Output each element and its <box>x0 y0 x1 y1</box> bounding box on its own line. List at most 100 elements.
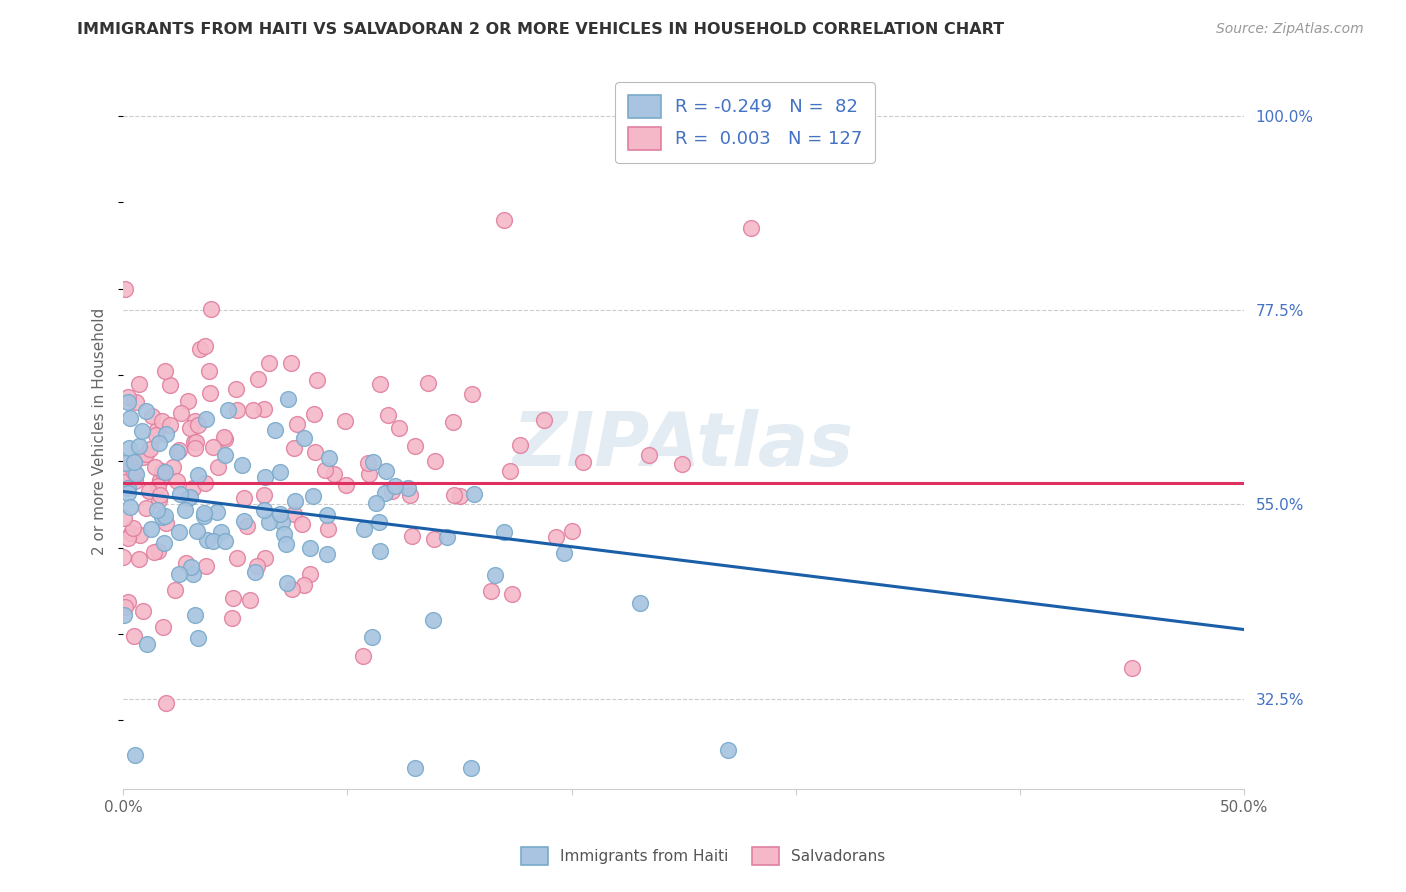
Point <box>120 458 142 472</box>
Point <box>179 490 201 504</box>
Point <box>214 430 236 444</box>
Legend: Immigrants from Haiti, Salvadorans: Immigrants from Haiti, Salvadorans <box>515 841 891 871</box>
Point <box>301 489 323 503</box>
Point <box>112 511 135 525</box>
Point <box>148 436 170 450</box>
Point <box>253 402 276 417</box>
Point <box>174 503 197 517</box>
Point <box>124 475 146 489</box>
Point <box>112 607 135 622</box>
Point <box>146 423 169 437</box>
Point <box>120 525 142 540</box>
Point <box>374 486 396 500</box>
Point <box>155 516 177 531</box>
Point <box>499 464 522 478</box>
Point <box>148 479 170 493</box>
Point <box>183 435 205 450</box>
Point <box>225 402 247 417</box>
Point <box>274 537 297 551</box>
Point <box>399 488 422 502</box>
Point <box>357 456 380 470</box>
Point <box>494 212 516 227</box>
Point <box>128 376 150 391</box>
Point <box>335 414 357 428</box>
Point <box>318 451 340 466</box>
Point <box>292 578 315 592</box>
Point <box>142 545 165 559</box>
Point <box>115 465 138 479</box>
Point <box>449 489 471 503</box>
Point <box>166 475 188 489</box>
Point <box>671 457 693 471</box>
Point <box>169 443 191 458</box>
Point <box>128 552 150 566</box>
Point <box>167 567 190 582</box>
Point <box>281 582 304 597</box>
Point <box>717 743 740 757</box>
Point <box>271 515 294 529</box>
Point <box>443 488 465 502</box>
Point <box>186 524 208 538</box>
Point <box>245 565 267 579</box>
Point <box>292 431 315 445</box>
Text: Source: ZipAtlas.com: Source: ZipAtlas.com <box>1216 22 1364 37</box>
Point <box>460 761 482 775</box>
Point <box>183 414 205 428</box>
Point <box>121 521 143 535</box>
Point <box>183 607 205 622</box>
Point <box>150 464 173 478</box>
Point <box>214 533 236 548</box>
Point <box>239 593 262 607</box>
Point <box>422 613 444 627</box>
Point <box>138 442 160 456</box>
Point <box>284 494 307 508</box>
Point <box>315 547 337 561</box>
Point <box>299 541 322 555</box>
Point <box>461 386 484 401</box>
Point <box>217 402 239 417</box>
Point <box>162 459 184 474</box>
Point <box>276 576 298 591</box>
Point <box>124 747 146 762</box>
Point <box>114 600 136 615</box>
Point <box>181 566 204 581</box>
Point <box>1121 661 1143 675</box>
Point <box>233 491 256 505</box>
Point <box>188 343 211 357</box>
Point <box>122 465 145 479</box>
Point <box>184 434 207 449</box>
Point <box>1098 834 1121 848</box>
Point <box>155 426 177 441</box>
Point <box>298 566 321 581</box>
Point <box>280 355 302 369</box>
Point <box>509 438 531 452</box>
Point <box>361 630 384 644</box>
Point <box>533 413 555 427</box>
Point <box>155 696 177 710</box>
Point <box>740 221 762 235</box>
Point <box>187 631 209 645</box>
Point <box>423 532 446 546</box>
Point <box>177 394 200 409</box>
Point <box>481 583 503 598</box>
Point <box>201 533 224 548</box>
Point <box>184 441 207 455</box>
Point <box>193 509 215 524</box>
Point <box>553 546 575 560</box>
Point <box>307 373 329 387</box>
Point <box>187 467 209 482</box>
Point <box>368 376 391 391</box>
Point <box>159 378 181 392</box>
Point <box>135 404 157 418</box>
Point <box>368 515 391 529</box>
Point <box>194 476 217 491</box>
Point <box>572 455 595 469</box>
Point <box>375 464 398 478</box>
Point <box>269 507 291 521</box>
Point <box>283 507 305 521</box>
Point <box>135 500 157 515</box>
Point <box>361 455 384 469</box>
Y-axis label: 2 or more Vehicles in Household: 2 or more Vehicles in Household <box>93 308 107 555</box>
Point <box>131 424 153 438</box>
Point <box>316 508 339 522</box>
